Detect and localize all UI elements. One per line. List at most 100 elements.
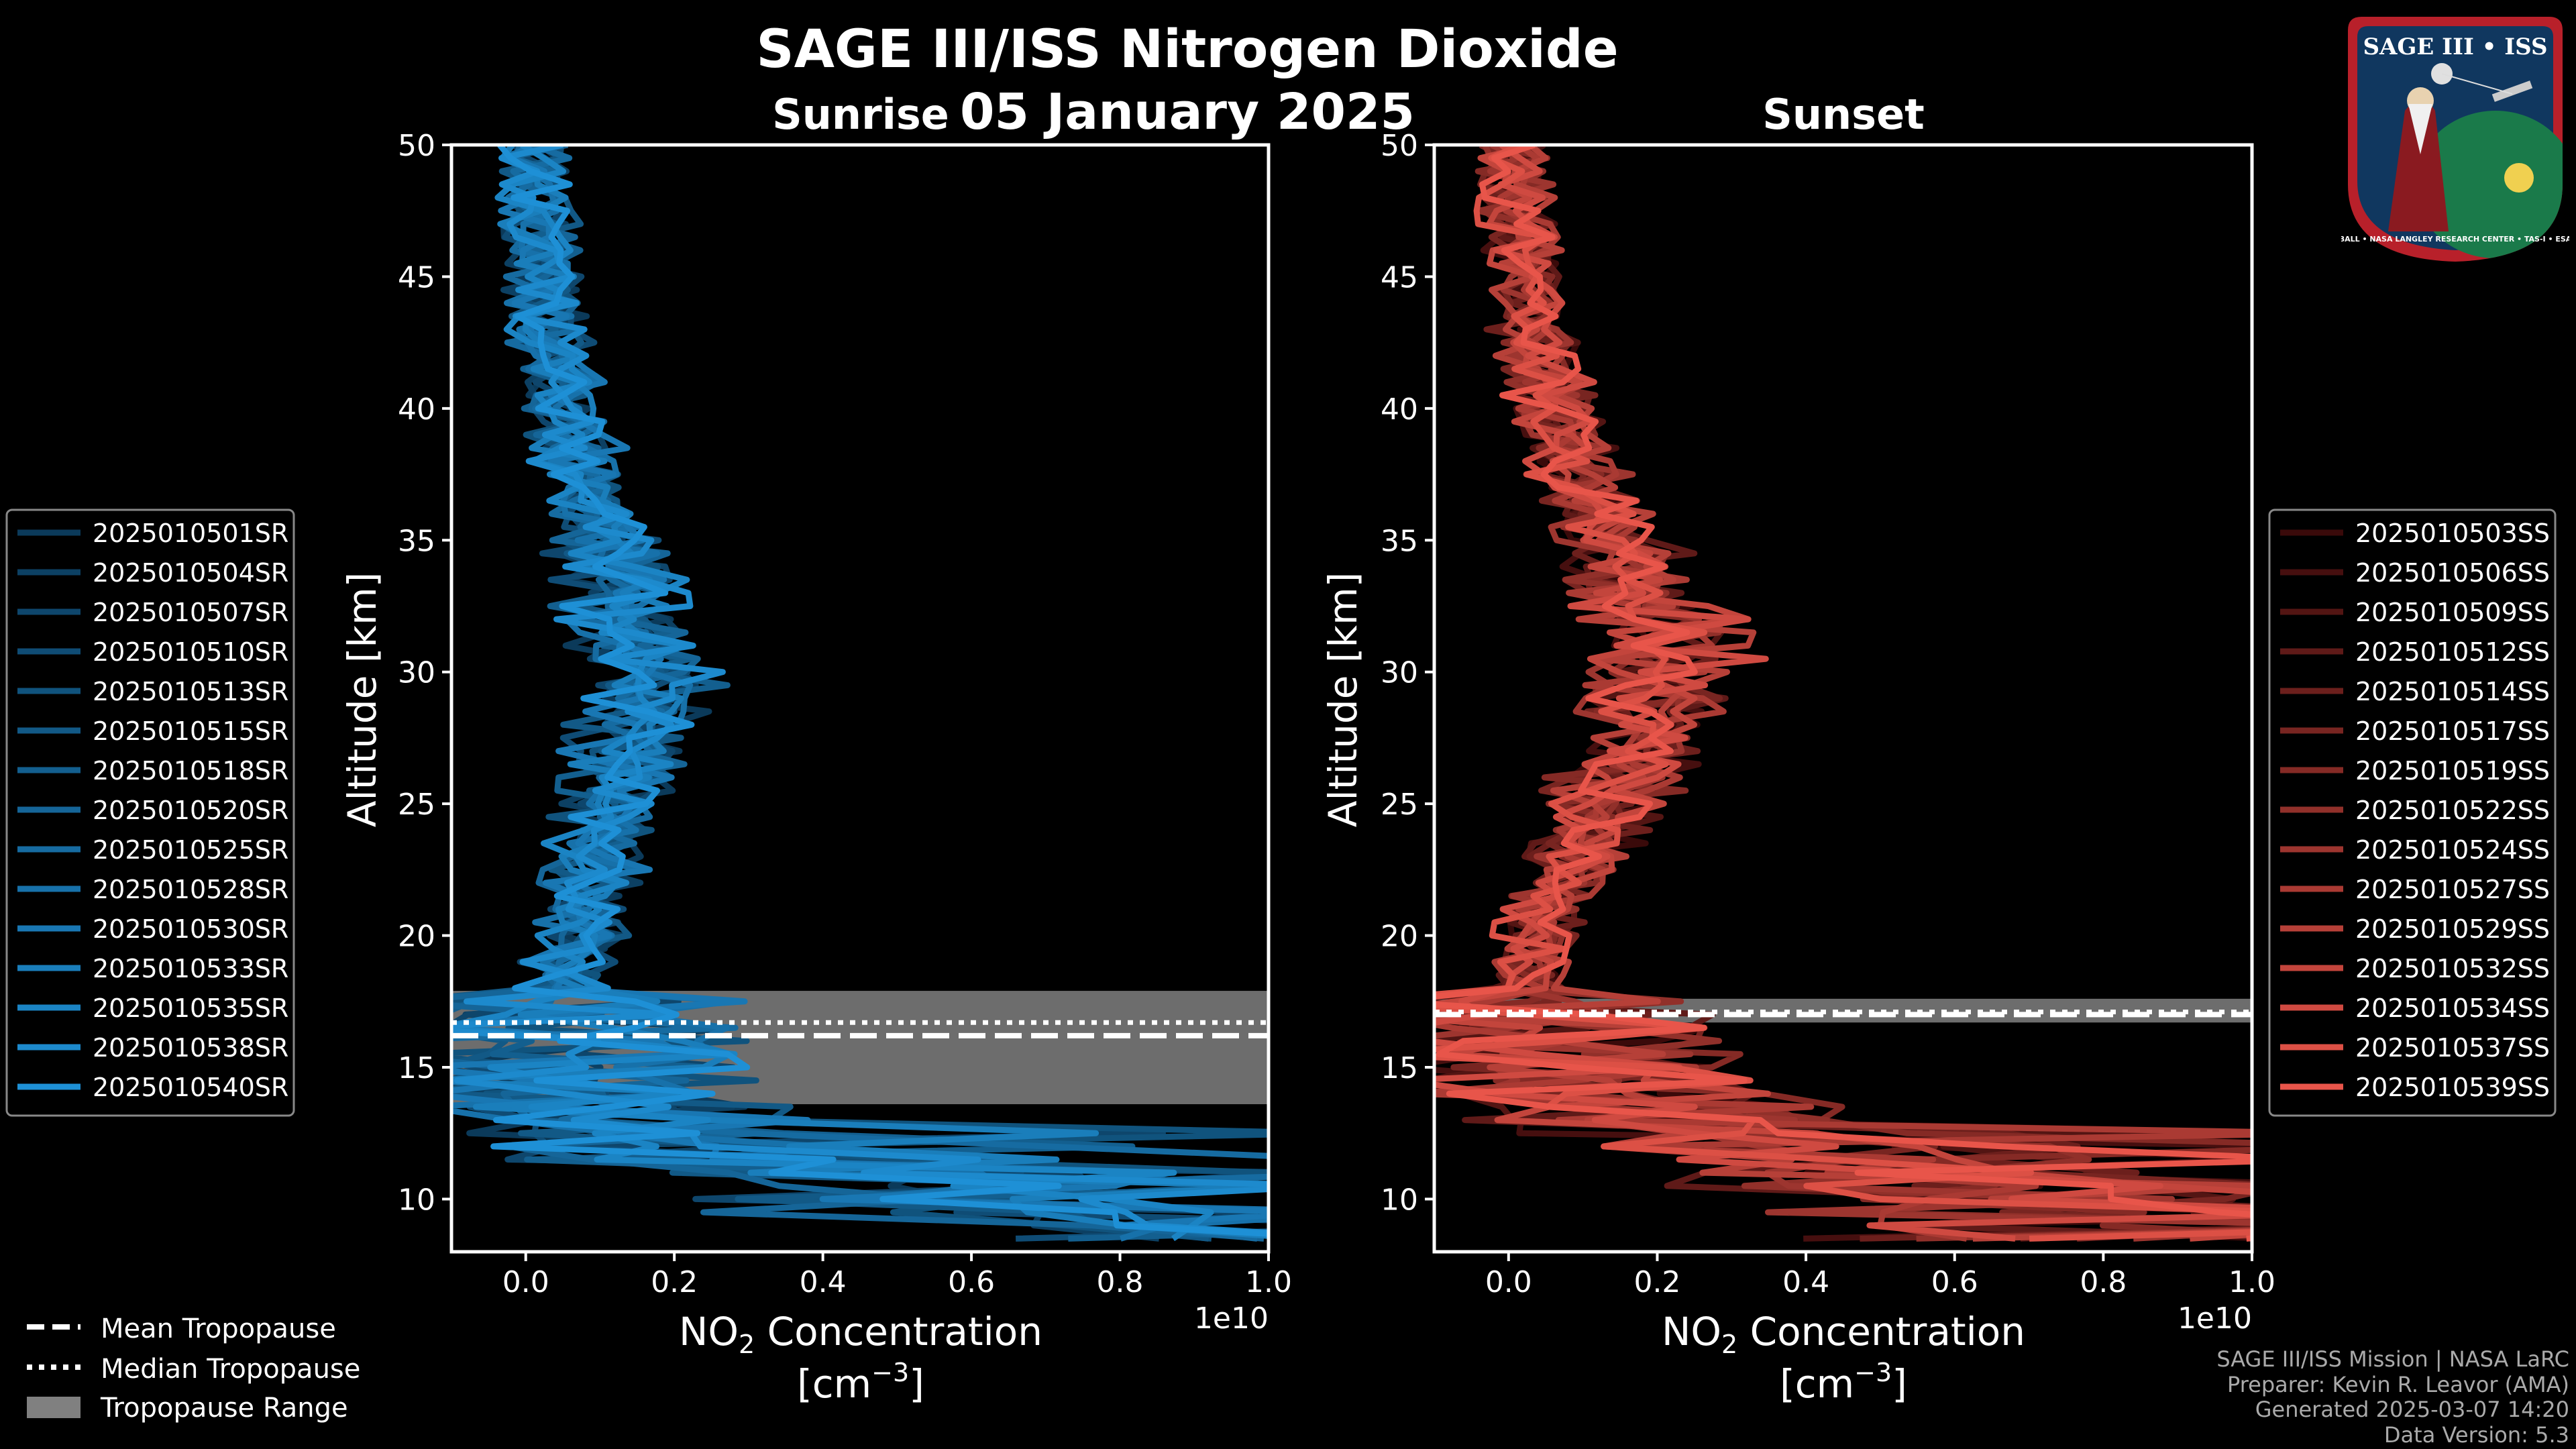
sunset-x-tick-label: 1.0 <box>2229 1265 2275 1299</box>
sunrise-x-tick-label: 0.2 <box>651 1265 698 1299</box>
sunrise-panel: Sunrise 10 15 20 25 30 35 40 45 50 0.0 0.2 0.4 0.6 0.… <box>5 90 1292 1407</box>
sunset-panel-title: Sunset <box>1762 90 1925 139</box>
sunrise-legend-entry: 2025010515SR <box>93 716 288 746</box>
sunset-legend-frame <box>2268 508 2557 1117</box>
sunrise-legend-entry: 2025010510SR <box>93 637 288 667</box>
light-beam-icon <box>2441 73 2513 95</box>
sage-iii-iss-logo: SAGE III • ISS BALL • NASA LANGLEY RESEA… <box>2341 17 2569 262</box>
sunrise-legend-entry: 2025010533SR <box>93 954 288 983</box>
sunrise-axes: 10 15 20 25 30 35 40 45 50 0.0 0.2 0.4 0.6 0.8 1.0 <box>398 129 1292 1299</box>
sunset-profile-line <box>1434 145 2252 1242</box>
sunset-y-axis-label: Altitude [km] <box>1320 572 1366 827</box>
sunrise-profile-line <box>451 145 1269 1242</box>
sunrise-x-axis-unit: [cm−3] <box>797 1358 924 1407</box>
sunrise-legend-entry: 2025010528SR <box>93 875 288 904</box>
sunrise-legend-entry: 2025010525SR <box>93 835 288 865</box>
sunset-x-offset-label: 1e10 <box>2178 1301 2252 1336</box>
sunset-axes-frame <box>1432 143 2254 1254</box>
sunrise-legend: 2025010501SR 2025010504SR 2025010507SR 2025… <box>5 508 295 1117</box>
credit-mission: SAGE III/ISS Mission | NASA LaRC <box>2216 1346 2569 1372</box>
sunset-legend-entry: 2025010506SS <box>2355 558 2550 588</box>
sunrise-y-tick-label: 15 <box>398 1051 435 1085</box>
tropopause-range-swatch <box>27 1397 80 1418</box>
figure-title: SAGE III/ISS Nitrogen Dioxide <box>756 19 1618 80</box>
sunset-y-tick-label: 25 <box>1381 788 1418 822</box>
sunrise-plot-area <box>451 145 1269 1242</box>
sunrise-profile-line <box>451 145 1269 1236</box>
sun-icon <box>2504 163 2534 193</box>
tropopause-range-label: Tropopause Range <box>100 1393 348 1424</box>
iss-icon <box>2491 80 2533 102</box>
sunset-plot-area <box>1434 145 2252 1242</box>
wizard-figure-icon <box>2388 91 2449 231</box>
tropopause-legend: Mean Tropopause Median Tropopause Tropop… <box>27 1313 360 1424</box>
credit-preparer: Preparer: Kevin R. Leavor (AMA) <box>2227 1372 2569 1397</box>
sunset-legend-entry: 2025010524SS <box>2355 835 2550 865</box>
sunset-x-tick-label: 0.0 <box>1485 1265 1532 1299</box>
sunset-x-axis-unit: [cm−3] <box>1780 1358 1907 1407</box>
sunset-y-tick-label: 50 <box>1381 129 1418 163</box>
credit-data-version: Data Version: 5.3 <box>2384 1422 2569 1448</box>
sunrise-x-tick-label: 1.0 <box>1245 1265 1292 1299</box>
sunrise-legend-entry: 2025010513SR <box>93 677 288 706</box>
sunset-x-tick-label: 0.2 <box>1633 1265 1680 1299</box>
sunset-y-tick-label: 10 <box>1381 1183 1418 1217</box>
earth-icon <box>2415 111 2563 258</box>
sunrise-legend-entry: 2025010520SR <box>93 796 288 825</box>
sunset-legend-entry: 2025010503SS <box>2355 519 2550 548</box>
sunset-y-tick-label: 40 <box>1381 392 1418 427</box>
sunrise-legend-entry: 2025010530SR <box>93 914 288 944</box>
sunset-legend-entry: 2025010534SS <box>2355 994 2550 1023</box>
sunrise-x-tick-label: 0.0 <box>502 1265 549 1299</box>
sunrise-y-tick-label: 30 <box>398 656 435 690</box>
sunset-legend-entry: 2025010539SS <box>2355 1073 2550 1102</box>
sunrise-y-tick-label: 25 <box>398 788 435 822</box>
sunrise-legend-entry: 2025010518SR <box>93 756 288 786</box>
wizard-beard-icon <box>2408 104 2432 154</box>
sunrise-y-axis-label: Altitude [km] <box>339 572 385 827</box>
sunset-legend-entry: 2025010527SS <box>2355 875 2550 904</box>
sunrise-x-tick-label: 0.8 <box>1097 1265 1144 1299</box>
sunrise-x-offset-label: 1e10 <box>1194 1301 1269 1336</box>
sunset-legend-entry: 2025010519SS <box>2355 756 2550 786</box>
sunset-legend-entry: 2025010537SS <box>2355 1033 2550 1063</box>
sunset-x-tick-label: 0.6 <box>1931 1265 1978 1299</box>
sunset-x-tick-label: 0.8 <box>2080 1265 2127 1299</box>
sunset-x-tick-label: 0.4 <box>1782 1265 1829 1299</box>
sunset-legend-entry: 2025010532SS <box>2355 954 2550 983</box>
sunrise-x-tick-label: 0.4 <box>800 1265 847 1299</box>
sunrise-legend-entry: 2025010501SR <box>93 519 288 548</box>
sunset-panel: Sunset 10 15 20 25 30 35 40 45 50 0.0 0.2 0.4 0.6 0.8… <box>1320 90 2557 1407</box>
sunrise-panel-title: Sunrise <box>772 90 949 139</box>
sunset-legend-entry: 2025010517SS <box>2355 716 2550 746</box>
sunset-profile-line <box>1434 145 2252 1242</box>
sunrise-y-tick-label: 50 <box>398 129 435 163</box>
sunrise-legend-entry: 2025010540SR <box>93 1073 288 1102</box>
sunset-y-tick-label: 15 <box>1381 1051 1418 1085</box>
sunset-legend-entry: 2025010509SS <box>2355 598 2550 627</box>
sunset-legend: 2025010503SS 2025010506SS 2025010509SS 2025… <box>2268 508 2557 1117</box>
sunrise-y-tick-label: 10 <box>398 1183 435 1217</box>
sunrise-legend-entry: 2025010535SR <box>93 994 288 1023</box>
sunrise-legend-entry: 2025010507SR <box>93 598 288 627</box>
logo-title: SAGE III • ISS <box>2363 34 2547 60</box>
sunrise-y-tick-label: 20 <box>398 920 435 954</box>
sunset-y-tick-label: 30 <box>1381 656 1418 690</box>
figure-date: 05 January 2025 <box>960 83 1415 141</box>
sunrise-x-tick-label: 0.6 <box>948 1265 995 1299</box>
sunrise-profile-line <box>451 145 1214 1242</box>
logo-ring-text: BALL • NASA LANGLEY RESEARCH CENTER • TA… <box>2341 235 2569 244</box>
sunset-legend-entry: 2025010522SS <box>2355 796 2550 825</box>
sunset-y-tick-label: 20 <box>1381 920 1418 954</box>
sunrise-x-axis-label: NO2 Concentration <box>679 1309 1042 1359</box>
sunset-y-tick-label: 35 <box>1381 524 1418 558</box>
sunset-legend-entry: 2025010512SS <box>2355 637 2550 667</box>
sunset-y-tick-label: 45 <box>1381 260 1418 294</box>
sunrise-legend-entry: 2025010538SR <box>93 1033 288 1063</box>
sunset-legend-entry: 2025010514SS <box>2355 677 2550 706</box>
mean-tropopause-label: Mean Tropopause <box>101 1313 336 1344</box>
sunrise-legend-entry: 2025010504SR <box>93 558 288 588</box>
sunrise-axes-frame <box>449 143 1271 1254</box>
sunset-x-axis-label: NO2 Concentration <box>1662 1309 2025 1359</box>
